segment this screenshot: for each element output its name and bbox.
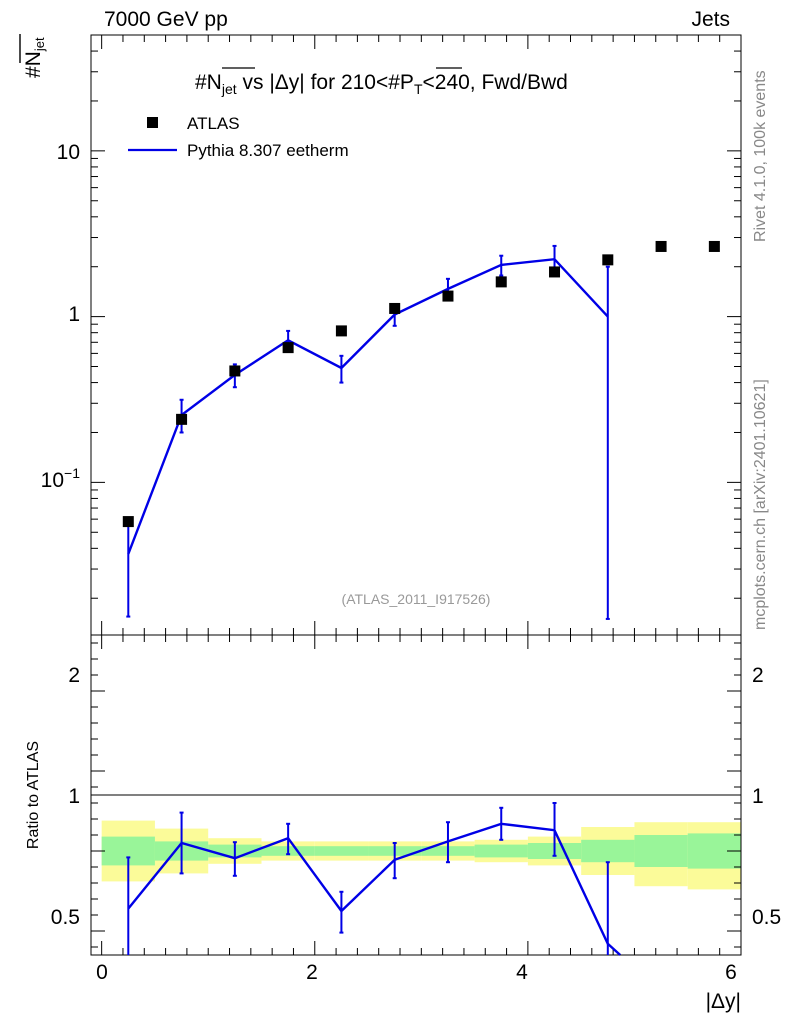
- header-process: Jets: [691, 8, 730, 31]
- ratio-panel: 0.5 1 2 0.5 1 2 0 2 4 6 Ratio to ATLAS |…: [25, 634, 781, 1013]
- svg-text:#Njet vs |Δy| for 210<#PT<240,: #Njet vs |Δy| for 210<#PT<240, Fwd/Bwd: [195, 71, 568, 97]
- ratio-ytick-left-2: 2: [68, 664, 80, 687]
- ratio-band-inner: [314, 846, 369, 856]
- ratio-ytick-right-0: 0.5: [752, 906, 781, 929]
- data-point: [282, 342, 294, 354]
- ratio-mc-series: [126, 802, 622, 956]
- xtick-label-0: 0: [96, 961, 108, 984]
- ratio-y-axis-label: Ratio to ATLAS: [25, 741, 42, 849]
- legend-data-marker: [147, 117, 158, 128]
- data-point: [495, 276, 507, 288]
- data-point: [708, 240, 720, 252]
- main-y-ticks: [91, 34, 741, 599]
- analysis-watermark: (ATLAS_2011_I917526): [342, 591, 491, 607]
- data-point: [602, 254, 614, 266]
- data-point: [122, 516, 134, 528]
- ratio-ytick-left-1: 1: [68, 785, 80, 808]
- ratio-band-inner: [474, 844, 528, 858]
- xtick-label-2: 4: [516, 961, 528, 984]
- main-panel: 10−1 1 10 #Njet #Njet vs |Δy| for 210<#P…: [19, 34, 742, 636]
- main-y-tick-labels: 10−1 1 10: [41, 141, 81, 492]
- legend-data-label: ATLAS: [187, 114, 240, 133]
- data-point: [655, 240, 667, 252]
- main-ytick-label-2: 10: [57, 141, 80, 164]
- ratio-y-tick-labels: 0.5 1 2 0.5 1 2: [51, 664, 781, 929]
- ratio-band-inner: [634, 835, 688, 867]
- data-point: [176, 413, 188, 425]
- main-y-axis-label: #Njet: [19, 34, 47, 78]
- main-ytick-label-0: 10−1: [41, 465, 81, 492]
- data-point: [442, 290, 454, 302]
- ratio-uncertainty-bands: [101, 820, 741, 890]
- svg-text:#Njet: #Njet: [22, 37, 47, 78]
- ratio-ytick-left-0: 0.5: [51, 906, 80, 929]
- legend: ATLAS Pythia 8.307 eetherm: [128, 114, 349, 160]
- ratio-frame: [90, 634, 742, 956]
- data-point: [389, 302, 401, 314]
- ratio-ticks: [91, 635, 742, 955]
- main-data-series: [122, 240, 720, 528]
- ratio-band-inner: [581, 839, 635, 863]
- data-point: [229, 365, 241, 377]
- ratio-x-tick-labels: 0 2 4 6: [96, 961, 737, 984]
- main-mc-series: [126, 244, 610, 620]
- main-ytick-label-1: 1: [68, 303, 80, 326]
- legend-mc-label: Pythia 8.307 eetherm: [187, 141, 349, 160]
- ratio-ytick-right-2: 2: [752, 664, 764, 687]
- data-point: [335, 325, 347, 337]
- header-energy: 7000 GeV pp: [104, 8, 228, 31]
- x-axis-label: |Δy|: [706, 990, 741, 1013]
- xtick-label-3: 6: [725, 961, 737, 984]
- main-mc-line: [127, 257, 609, 555]
- xtick-label-1: 2: [306, 961, 318, 984]
- data-point: [549, 266, 561, 278]
- main-x-ticks: [101, 35, 742, 635]
- chart-title: #Njet vs |Δy| for 210<#PT<240, Fwd/Bwd: [195, 67, 568, 97]
- ratio-ytick-right-1: 1: [752, 785, 764, 808]
